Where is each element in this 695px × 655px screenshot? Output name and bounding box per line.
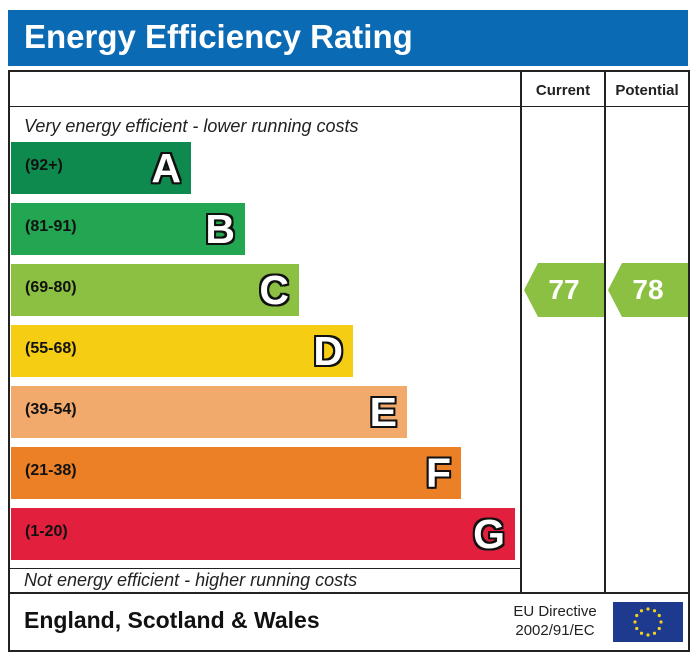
eu-star-icon xyxy=(659,620,663,624)
eu-directive-line2: 2002/91/EC xyxy=(515,622,595,639)
header-divider xyxy=(10,106,688,107)
eu-star-icon xyxy=(652,609,657,613)
band-letter: D xyxy=(313,328,343,374)
column-header-current: Current xyxy=(535,82,591,99)
column-header-potential: Potential xyxy=(615,82,679,99)
eu-star-icon xyxy=(639,631,644,635)
band-e: (39-54) E xyxy=(11,386,407,438)
rating-frame: Current Potential Very energy efficient … xyxy=(8,70,690,594)
eu-star-icon xyxy=(633,620,637,624)
footer: England, Scotland & Wales EU Directive 2… xyxy=(8,592,690,652)
band-d: (55-68) D xyxy=(11,325,353,377)
band-letter: A xyxy=(151,145,181,191)
footer-region: England, Scotland & Wales xyxy=(24,607,320,633)
current-rating-value: 77 xyxy=(548,274,580,305)
eu-star-icon xyxy=(639,609,644,613)
band-range-label: (39-54) xyxy=(25,401,77,418)
chart-title: Energy Efficiency Rating xyxy=(24,18,413,55)
current-rating-arrow: 77 xyxy=(524,263,604,317)
band-letter: E xyxy=(369,389,397,435)
eu-directive: EU Directive 2002/91/EC xyxy=(502,602,608,640)
caption-bottom: Not energy efficient - higher running co… xyxy=(24,570,358,590)
band-letter: F xyxy=(425,450,451,496)
divider-current xyxy=(520,72,522,592)
band-range-label: (92+) xyxy=(25,157,63,174)
band-letter: C xyxy=(259,267,289,313)
divider-potential xyxy=(604,72,606,592)
potential-rating-arrow: 78 xyxy=(608,263,688,317)
band-b: (81-91) B xyxy=(11,203,245,255)
eu-star-icon xyxy=(657,626,661,631)
eu-directive-line1: EU Directive xyxy=(513,603,597,620)
band-f: (21-38) F xyxy=(11,447,461,499)
band-a: (92+) A xyxy=(11,142,191,194)
eu-star-icon xyxy=(646,607,650,611)
title-bar: Energy Efficiency Rating xyxy=(8,10,688,66)
caption-divider xyxy=(10,568,520,569)
band-range-label: (21-38) xyxy=(25,462,77,479)
current-arrow-shape xyxy=(524,263,604,317)
potential-arrow-shape xyxy=(608,263,688,317)
band-range-label: (69-80) xyxy=(25,279,77,296)
band-c: (69-80) C xyxy=(11,264,299,316)
band-range-label: (81-91) xyxy=(25,218,77,235)
eu-star-icon xyxy=(635,613,639,618)
band-g: (1-20) G xyxy=(11,508,515,560)
eu-star-icon xyxy=(652,631,657,635)
band-range-label: (1-20) xyxy=(25,523,68,540)
eu-flag-icon xyxy=(613,602,683,642)
potential-rating-value: 78 xyxy=(632,274,664,305)
band-letter: B xyxy=(205,206,235,252)
eu-star-icon xyxy=(635,626,639,631)
caption-top: Very energy efficient - lower running co… xyxy=(24,116,359,136)
band-range-label: (55-68) xyxy=(25,340,77,357)
eu-star-icon xyxy=(646,633,650,637)
band-letter: G xyxy=(473,511,505,557)
eu-star-icon xyxy=(657,613,661,618)
